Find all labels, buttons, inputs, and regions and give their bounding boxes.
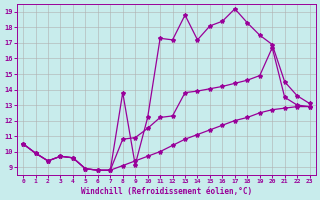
X-axis label: Windchill (Refroidissement éolien,°C): Windchill (Refroidissement éolien,°C) [81, 187, 252, 196]
